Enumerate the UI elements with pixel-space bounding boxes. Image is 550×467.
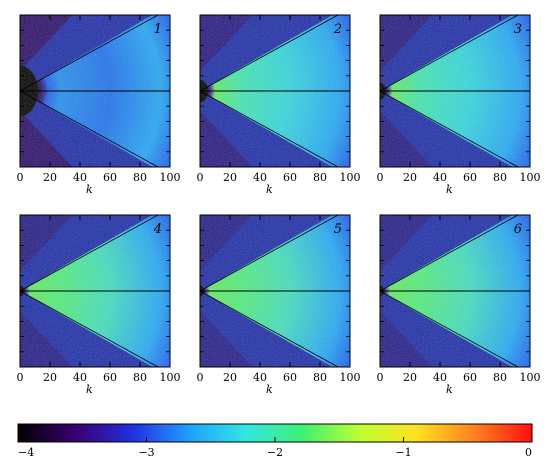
colorbar-tick-label: 0 (525, 446, 532, 459)
panel-number: 3 (514, 22, 522, 37)
lower-boundary-line (380, 90, 519, 167)
colorbar-tick-label: −3 (138, 446, 154, 459)
x-tick-label: 20 (403, 171, 417, 184)
upper-boundary-line (20, 215, 159, 292)
x-tick-label: 40 (433, 171, 447, 184)
x-tick-label: 60 (103, 171, 117, 184)
panel-number: 5 (334, 222, 342, 237)
x-axis-label: k (266, 183, 273, 196)
panel-number: 1 (154, 22, 162, 37)
x-tick-label: 40 (253, 171, 267, 184)
x-tick-label: 20 (403, 371, 417, 384)
x-tick-label: 80 (313, 371, 327, 384)
panel-1: 0 20 40 60 80 100 k 1 (17, 14, 181, 196)
colorbar-tick-label: −1 (395, 446, 411, 459)
x-tick-label: 0 (17, 371, 24, 384)
x-tick-label: 80 (313, 171, 327, 184)
x-axis-label: k (86, 383, 93, 396)
x-axis-label: k (446, 383, 453, 396)
x-tick-label: 40 (253, 371, 267, 384)
x-tick-label: 0 (197, 171, 204, 184)
lower-boundary-line (200, 90, 339, 167)
x-tick-label: 100 (520, 371, 541, 384)
x-axis-label: k (86, 183, 93, 196)
panel-number: 6 (514, 222, 522, 237)
x-tick-label: 80 (493, 171, 507, 184)
x-tick-label: 60 (283, 171, 297, 184)
x-tick-label: 80 (133, 371, 147, 384)
panel-6: 0 20 40 60 80 100 k 6 (377, 214, 541, 396)
x-tick-label: 60 (463, 371, 477, 384)
x-tick-label: 40 (73, 171, 87, 184)
colorbar: −4 −3 −2 −1 0 (17, 423, 533, 459)
panel-5: 0 20 40 60 80 100 k 5 (197, 214, 361, 396)
panel-2: 0 20 40 60 80 100 k 2 (197, 14, 361, 196)
x-tick-label: 40 (433, 371, 447, 384)
panel-number: 2 (333, 22, 342, 37)
x-tick-label: 80 (493, 371, 507, 384)
x-tick-label: 80 (133, 171, 147, 184)
lower-boundary-line (200, 290, 339, 367)
x-tick-label: 100 (160, 371, 181, 384)
upper-boundary-line (380, 15, 519, 92)
x-tick-label: 20 (43, 171, 57, 184)
x-tick-label: 100 (340, 371, 361, 384)
x-tick-label: 0 (17, 171, 24, 184)
panel-4: 0 20 40 60 80 100 k 4 (17, 214, 181, 396)
x-axis-label: k (266, 383, 273, 396)
x-tick-label: 20 (43, 371, 57, 384)
colorbar-tick-label: −4 (18, 446, 34, 459)
x-tick-label: 0 (197, 371, 204, 384)
x-tick-label: 60 (103, 371, 117, 384)
x-tick-label: 20 (223, 171, 237, 184)
panel-number: 4 (153, 222, 162, 237)
colorbar-tick-label: −2 (267, 446, 283, 459)
upper-boundary-line (200, 215, 339, 292)
x-tick-label: 20 (223, 371, 237, 384)
x-tick-label: 100 (340, 171, 361, 184)
x-tick-label: 0 (377, 371, 384, 384)
x-tick-label: 40 (73, 371, 87, 384)
lower-boundary-line (20, 290, 159, 367)
x-tick-label: 100 (520, 171, 541, 184)
x-tick-label: 100 (160, 171, 181, 184)
x-axis-label: k (446, 183, 453, 196)
x-tick-label: 60 (463, 171, 477, 184)
lower-boundary-line (20, 90, 159, 167)
upper-boundary-line (20, 15, 159, 92)
upper-boundary-line (380, 215, 519, 292)
x-tick-label: 0 (377, 171, 384, 184)
lower-boundary-line (380, 290, 519, 367)
x-tick-label: 60 (283, 371, 297, 384)
panel-3: 0 20 40 60 80 100 k 3 (377, 14, 541, 196)
upper-boundary-line (200, 15, 339, 92)
